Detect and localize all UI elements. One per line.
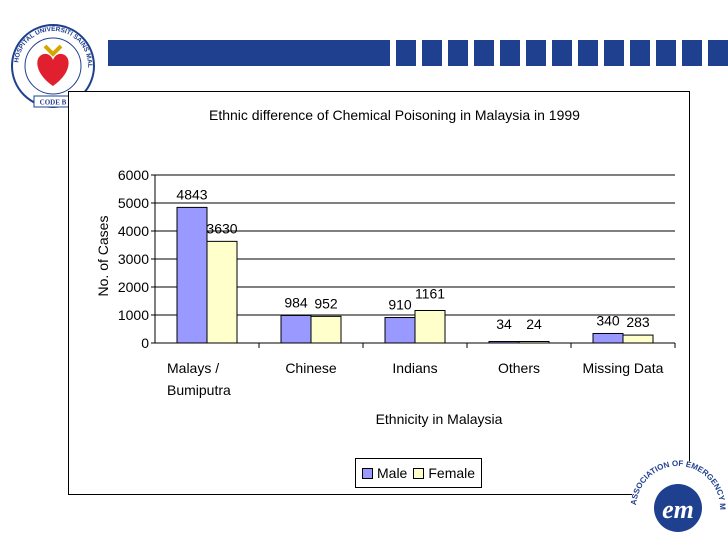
data-label-female-2: 952 (314, 295, 338, 311)
x-tick-label: Chinese (285, 360, 337, 376)
legend-swatch-female (413, 467, 425, 479)
data-label-male-4: 34 (496, 316, 512, 332)
bar-female-5 (622, 334, 654, 344)
x-tick-label: Malays / (167, 360, 219, 376)
data-label-male-2: 984 (284, 294, 308, 310)
x-axis-label: Ethnicity in Malaysia (375, 411, 503, 427)
legend-label-female: Female (428, 465, 476, 481)
data-label-female-1: 3630 (206, 220, 237, 236)
bar-male-3 (384, 317, 416, 344)
y-tick-label: 5000 (118, 195, 149, 211)
bar-male-2 (280, 314, 312, 344)
bar-male-5 (592, 332, 624, 344)
header-bar-segment (552, 40, 572, 66)
data-label-female-4: 24 (526, 316, 542, 332)
header-bar-segment (578, 40, 598, 66)
legend-item-female: Female (413, 465, 475, 481)
data-label-male-5: 340 (596, 312, 620, 328)
x-tick-label: Others (498, 360, 540, 376)
data-label-female-5: 283 (626, 314, 650, 330)
y-tick-label: 4000 (118, 223, 149, 239)
header-bar-segment (422, 40, 442, 66)
data-label-male-1: 4843 (176, 186, 207, 202)
data-label-female-3: 1161 (415, 285, 445, 301)
header-bar-segment (526, 40, 546, 66)
header-bar-segment (604, 40, 624, 66)
header-bar-segment (682, 40, 702, 66)
y-tick-label: 1000 (118, 307, 149, 323)
x-tick-label: Indians (392, 360, 437, 376)
header-bar-segment (630, 40, 650, 66)
bar-female-2 (310, 315, 342, 344)
y-tick-label: 6000 (118, 167, 149, 183)
y-tick-label: 3000 (118, 251, 149, 267)
em-logo-mark: em (662, 495, 694, 524)
header-bar-segment (500, 40, 520, 66)
header-bar-segment (656, 40, 676, 66)
bar-male-4 (488, 341, 520, 344)
bar-female-4 (518, 341, 550, 344)
code-b-badge: CODE B (40, 99, 67, 107)
chart-frame: Ethnic difference of Chemical Poisoning … (68, 91, 690, 495)
header-bar-segment (108, 40, 390, 66)
x-tick-label: Bumiputra (167, 382, 231, 398)
bar-female-1 (206, 240, 238, 344)
bar-male-1 (176, 206, 208, 344)
header-bar-segment (396, 40, 416, 66)
x-tick-label: Missing Data (583, 360, 664, 376)
header-bar-segment (448, 40, 468, 66)
bar-chart: 0 1000 2000 3000 4000 5000 6000 4843 3630 Malays … (118, 167, 676, 398)
header-bar-segment (474, 40, 494, 66)
chart-title: Ethnic difference of Chemical Poisoning … (209, 107, 580, 123)
legend-label-male: Male (377, 465, 408, 481)
emergency-medicine-logo: ASSOCIATION OF EMERGENCY MEDICINE em (618, 448, 727, 546)
legend-swatch-male (362, 467, 373, 479)
bar-female-3 (414, 309, 446, 344)
y-tick-label: 2000 (118, 279, 149, 295)
y-tick-label: 0 (141, 335, 149, 351)
header-bar-segment (708, 40, 728, 66)
legend-item-male: Male (362, 465, 407, 481)
data-label-male-3: 910 (388, 297, 412, 313)
chart-legend: Male Female (355, 458, 483, 488)
